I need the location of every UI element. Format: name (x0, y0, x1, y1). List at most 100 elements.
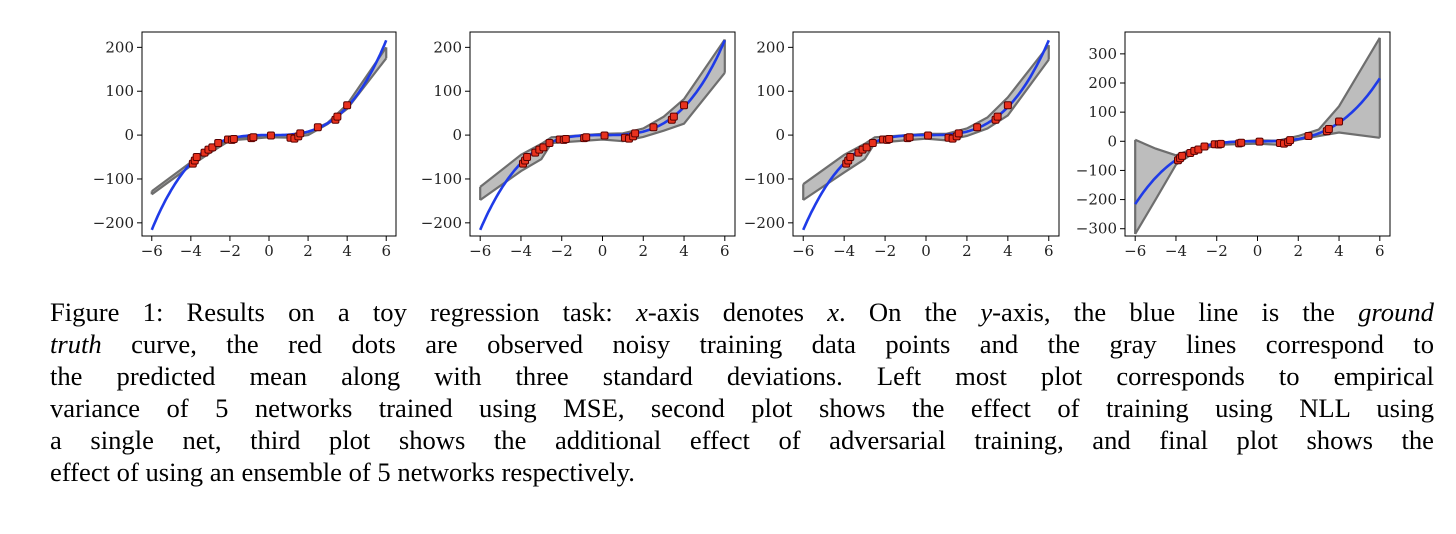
y-tick-label: −100 (421, 170, 462, 188)
y-tick-label: 200 (756, 38, 785, 56)
caption-emphasis: truth (50, 329, 102, 359)
data-point (1200, 142, 1209, 151)
caption-text: . On the (839, 297, 981, 327)
data-point (229, 135, 238, 144)
x-tick-label: −6 (792, 242, 814, 260)
chart-panel-2: −6 −4 −2 0 2 4 6 −200 −100 0 100 200 (421, 31, 736, 260)
chart-panel-3: −6 −4 −2 0 2 4 6 −200 −100 0 100 200 (744, 31, 1060, 260)
y-tick-label: 0 (775, 126, 785, 144)
data-point (313, 123, 322, 132)
data-point (649, 123, 658, 132)
data-point (1286, 136, 1295, 145)
x-tick-label: 6 (720, 242, 730, 260)
x-tick-label: 2 (962, 242, 972, 260)
data-point (1178, 151, 1187, 160)
y-tick-label: −300 (1076, 220, 1117, 238)
data-point (669, 112, 678, 121)
data-point (343, 101, 352, 110)
data-point (561, 135, 570, 144)
data-point (868, 138, 877, 147)
chart-panel-1: −6 −4 −2 0 2 4 6 −200 −100 0 100 200 (93, 31, 397, 260)
data-point (1335, 117, 1344, 126)
caption-line: variance of 5 networks trained using MSE… (50, 392, 1434, 424)
x-tick-label: −2 (551, 242, 573, 260)
figure-row: −6 −4 −2 0 2 4 6 −200 −100 0 100 200 −6 −4 −2 0 2 4 6 −200−… (93, 31, 1391, 260)
y-tick-label: −200 (93, 214, 134, 232)
y-tick-label: −100 (744, 170, 785, 188)
y-tick-label: −100 (1076, 161, 1117, 179)
x-tick-label: −2 (874, 242, 896, 260)
data-point (862, 143, 871, 152)
x-tick-label: 4 (1003, 242, 1013, 260)
caption-line: a single net, third plot shows the addit… (50, 424, 1434, 456)
y-tick-label: −200 (744, 214, 785, 232)
y-tick-label: −200 (421, 214, 462, 232)
x-tick-label: 0 (264, 242, 274, 260)
caption-text: Figure 1: Results on a toy regression ta… (50, 297, 637, 327)
y-tick-label: 0 (1107, 132, 1117, 150)
y-tick-label: 0 (452, 126, 462, 144)
x-tick-label: 6 (1375, 242, 1385, 260)
data-point (600, 131, 609, 140)
data-point (885, 135, 894, 144)
x-tick-label: −6 (469, 242, 491, 260)
data-point (523, 153, 532, 162)
data-point (208, 143, 217, 152)
data-point (333, 112, 342, 121)
band-upper-line (479, 38, 726, 188)
data-point (1324, 125, 1333, 134)
x-tick-label: −4 (1165, 242, 1187, 260)
x-tick-label: −4 (833, 242, 855, 260)
x-tick-label: 4 (679, 242, 689, 260)
data-point (954, 129, 963, 138)
data-point (1216, 139, 1225, 148)
band-lower-line (151, 57, 388, 196)
band-lower-line (1134, 131, 1380, 235)
caption-math: x (827, 297, 840, 327)
band-lower-line (802, 58, 1050, 201)
data-point (846, 153, 855, 162)
x-tick-label: −4 (180, 242, 202, 260)
y-tick-label: −200 (1076, 191, 1117, 209)
x-tick-label: 0 (921, 242, 931, 260)
caption-text: the predicted mean along with three stan… (50, 361, 1434, 391)
y-tick-label: 100 (1088, 103, 1117, 121)
data-point (266, 131, 275, 140)
data-point (993, 112, 1002, 121)
data-point (214, 138, 223, 147)
caption-text: effect of using an ensemble of 5 network… (50, 457, 635, 487)
data-point (539, 143, 548, 152)
data-point (973, 123, 982, 132)
y-tick-label: 0 (124, 126, 134, 144)
y-tick-label: 200 (433, 38, 462, 56)
caption-line: Figure 1: Results on a toy regression ta… (50, 296, 1434, 328)
x-tick-label: 4 (342, 242, 352, 260)
x-tick-label: 2 (303, 242, 313, 260)
x-tick-label: 6 (1044, 242, 1054, 260)
band-lower-line (479, 72, 726, 201)
caption-text: curve, the red dots are observed noisy t… (101, 329, 1434, 359)
data-point (905, 133, 914, 142)
y-tick-label: 200 (105, 38, 134, 56)
y-tick-label: 100 (756, 82, 785, 100)
x-tick-label: −2 (1206, 242, 1228, 260)
x-tick-label: 0 (1253, 242, 1263, 260)
data-point (631, 129, 640, 138)
x-tick-label: −4 (510, 242, 532, 260)
data-point (545, 138, 554, 147)
caption-math: y (980, 297, 993, 327)
data-point (249, 133, 258, 142)
data-point (296, 129, 305, 138)
figure-caption: Figure 1: Results on a toy regression ta… (50, 296, 1434, 488)
caption-text: variance of 5 networks trained using MSE… (50, 393, 1434, 423)
y-tick-label: −100 (93, 170, 134, 188)
y-tick-label: 100 (105, 82, 134, 100)
caption-line: truth curve, the red dots are observed n… (50, 328, 1434, 360)
data-point (924, 131, 933, 140)
caption-text: a single net, third plot shows the addit… (50, 425, 1434, 455)
x-tick-label: 2 (638, 242, 648, 260)
x-tick-label: −6 (1124, 242, 1146, 260)
caption-math: x (636, 297, 648, 327)
data-point (1003, 101, 1012, 110)
